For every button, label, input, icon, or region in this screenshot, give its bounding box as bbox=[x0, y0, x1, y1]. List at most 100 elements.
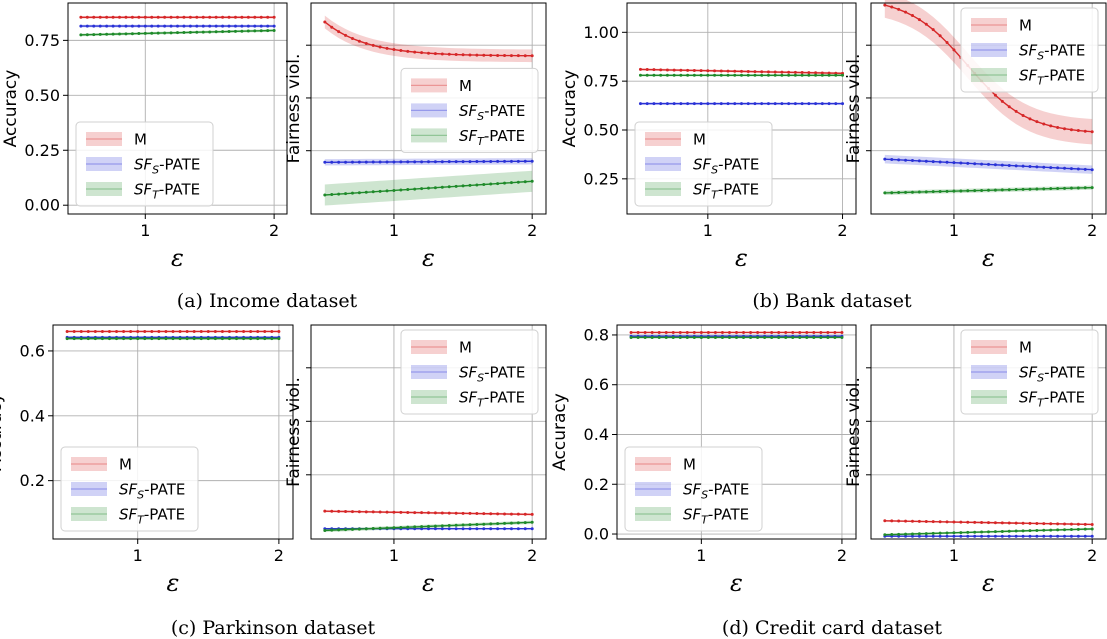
series-point-SFS-PATE bbox=[780, 102, 784, 106]
series-point-SFT-PATE bbox=[980, 530, 984, 534]
series-point-SFT-PATE bbox=[917, 532, 921, 536]
series-point-SFS-PATE bbox=[1021, 534, 1025, 538]
series-point-SFT-PATE bbox=[454, 184, 458, 188]
series-point-SFT-PATE bbox=[337, 192, 341, 196]
series-point-SFT-PATE bbox=[364, 190, 368, 194]
series-point-SFT-PATE bbox=[1007, 188, 1011, 192]
series-point-SFT-PATE bbox=[433, 186, 437, 190]
series-point-M bbox=[79, 329, 83, 333]
legend-swatch-SFS-PATE bbox=[971, 43, 1007, 57]
series-point-SFT-PATE bbox=[263, 337, 267, 341]
series-point-SFT-PATE bbox=[735, 335, 738, 339]
y-axis-label: Fairness viol. bbox=[284, 377, 304, 487]
series-point-SFS-PATE bbox=[959, 161, 963, 165]
series-point-SFS-PATE bbox=[827, 102, 831, 106]
series-point-SFT-PATE bbox=[169, 31, 173, 35]
series-point-SFS-PATE bbox=[1028, 165, 1032, 169]
series-point-SFT-PATE bbox=[344, 528, 348, 532]
series-point-SFT-PATE bbox=[447, 524, 451, 528]
series-point-SFT-PATE bbox=[1021, 187, 1025, 191]
series-point-M bbox=[496, 53, 500, 57]
series-point-SFS-PATE bbox=[461, 527, 465, 531]
legend: M SFS-PATE SFT-PATE bbox=[400, 67, 539, 153]
series-point-M bbox=[130, 15, 134, 19]
series-point-SFT-PATE bbox=[235, 337, 239, 341]
y-tick-label: 0.8 bbox=[584, 325, 609, 344]
series-point-SFT-PATE bbox=[665, 73, 669, 77]
legend-swatch-SFT-PATE bbox=[645, 182, 681, 196]
series-point-M bbox=[206, 329, 210, 333]
series-point-SFS-PATE bbox=[1063, 534, 1067, 538]
series-point-M bbox=[371, 510, 375, 514]
series-point-M bbox=[169, 15, 173, 19]
series-point-SFT-PATE bbox=[1035, 528, 1039, 532]
y-axis-label: Fairness viol. bbox=[284, 54, 304, 164]
legend-swatch-SFS-PATE bbox=[645, 157, 681, 171]
series-point-SFS-PATE bbox=[392, 160, 396, 164]
series-point-M bbox=[678, 330, 682, 334]
series-point-SFT-PATE bbox=[699, 335, 703, 339]
legend-swatch-SFT-PATE bbox=[971, 390, 1007, 404]
series-point-SFS-PATE bbox=[530, 527, 534, 531]
series-point-SFT-PATE bbox=[156, 31, 160, 35]
series-point-SFS-PATE bbox=[1049, 534, 1053, 538]
series-point-M bbox=[787, 70, 791, 74]
series-point-M bbox=[337, 509, 341, 513]
series-point-SFS-PATE bbox=[176, 24, 179, 28]
series-point-M bbox=[931, 28, 935, 32]
series-point-M bbox=[350, 37, 354, 41]
y-tick-label: 0.2 bbox=[20, 471, 45, 490]
series-point-M bbox=[727, 330, 731, 334]
series-point-SFS-PATE bbox=[706, 102, 710, 106]
series-point-M bbox=[650, 330, 654, 334]
series-point-SFT-PATE bbox=[643, 335, 647, 339]
series-point-SFS-PATE bbox=[973, 534, 977, 538]
legend-box bbox=[400, 67, 539, 153]
series-point-SFS-PATE bbox=[433, 527, 437, 531]
series-point-M bbox=[323, 509, 327, 513]
series-point-M bbox=[1083, 522, 1087, 526]
series-point-SFS-PATE bbox=[692, 102, 696, 106]
x-axis-label: ε bbox=[730, 569, 743, 597]
series-point-SFT-PATE bbox=[130, 32, 134, 36]
series-point-M bbox=[523, 512, 527, 516]
series-point-SFT-PATE bbox=[185, 337, 189, 341]
series-point-SFT-PATE bbox=[143, 337, 147, 341]
series-point-SFT-PATE bbox=[959, 531, 963, 535]
series-point-M bbox=[213, 329, 217, 333]
series-point-M bbox=[1076, 522, 1080, 526]
series-point-SFS-PATE bbox=[246, 24, 250, 28]
series-point-SFS-PATE bbox=[330, 160, 334, 164]
series-point-SFT-PATE bbox=[176, 31, 179, 35]
series-point-SFS-PATE bbox=[201, 24, 205, 28]
series-point-SFT-PATE bbox=[1000, 188, 1004, 192]
series-point-M bbox=[890, 5, 894, 9]
series-point-M bbox=[503, 512, 507, 516]
series-point-M bbox=[1083, 129, 1087, 133]
series-point-SFS-PATE bbox=[105, 24, 109, 28]
series-point-M bbox=[433, 511, 437, 515]
series-point-SFS-PATE bbox=[1000, 534, 1004, 538]
series-point-SFT-PATE bbox=[987, 530, 990, 534]
series-point-SFT-PATE bbox=[503, 181, 507, 185]
legend-swatch-SFS-PATE bbox=[411, 103, 447, 118]
series-point-M bbox=[156, 15, 160, 19]
x-axis-label: ε bbox=[982, 569, 995, 597]
series-point-M bbox=[664, 330, 668, 334]
series-point-SFT-PATE bbox=[740, 73, 743, 77]
series-band-M bbox=[324, 15, 533, 63]
series-point-SFS-PATE bbox=[350, 160, 354, 164]
legend-swatch-M bbox=[971, 18, 1007, 32]
series-point-M bbox=[461, 53, 465, 57]
series-point-SFS-PATE bbox=[686, 102, 690, 106]
x-axis-label: ε bbox=[982, 244, 995, 272]
series-point-M bbox=[72, 329, 76, 333]
series-point-SFS-PATE bbox=[92, 24, 96, 28]
series-point-M bbox=[713, 69, 717, 73]
series-point-SFT-PATE bbox=[496, 522, 500, 526]
x-tick-label: 2 bbox=[269, 221, 279, 240]
series-point-SFT-PATE bbox=[931, 531, 935, 535]
series-point-SFT-PATE bbox=[208, 30, 212, 34]
series-point-SFT-PATE bbox=[1014, 529, 1018, 533]
series-point-SFS-PATE bbox=[413, 160, 417, 164]
